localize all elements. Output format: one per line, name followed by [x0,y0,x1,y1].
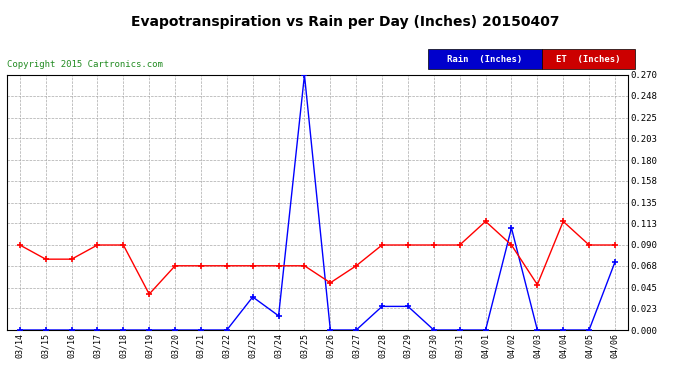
Text: ET  (Inches): ET (Inches) [556,55,620,64]
Text: Evapotranspiration vs Rain per Day (Inches) 20150407: Evapotranspiration vs Rain per Day (Inch… [130,15,560,29]
Text: Copyright 2015 Cartronics.com: Copyright 2015 Cartronics.com [7,60,163,69]
Text: Rain  (Inches): Rain (Inches) [447,55,522,64]
FancyBboxPatch shape [428,49,542,69]
FancyBboxPatch shape [542,49,635,69]
